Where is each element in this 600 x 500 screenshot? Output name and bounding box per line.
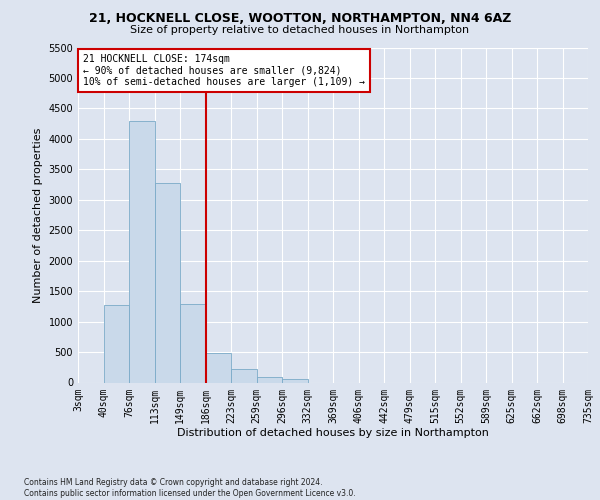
- Bar: [129, 120, 155, 382]
- Bar: [180, 304, 205, 382]
- Bar: [282, 379, 308, 382]
- Text: Size of property relative to detached houses in Northampton: Size of property relative to detached ho…: [130, 25, 470, 35]
- X-axis label: Distribution of detached houses by size in Northampton: Distribution of detached houses by size …: [177, 428, 489, 438]
- Bar: [205, 354, 231, 382]
- Text: Contains HM Land Registry data © Crown copyright and database right 2024.
Contai: Contains HM Land Registry data © Crown c…: [24, 478, 356, 498]
- Text: 21 HOCKNELL CLOSE: 174sqm
← 90% of detached houses are smaller (9,824)
10% of se: 21 HOCKNELL CLOSE: 174sqm ← 90% of detac…: [83, 54, 365, 88]
- Text: 21, HOCKNELL CLOSE, WOOTTON, NORTHAMPTON, NN4 6AZ: 21, HOCKNELL CLOSE, WOOTTON, NORTHAMPTON…: [89, 12, 511, 26]
- Bar: [104, 305, 129, 382]
- Y-axis label: Number of detached properties: Number of detached properties: [33, 128, 43, 302]
- Bar: [257, 378, 282, 382]
- Bar: [155, 182, 180, 382]
- Bar: [231, 370, 257, 382]
